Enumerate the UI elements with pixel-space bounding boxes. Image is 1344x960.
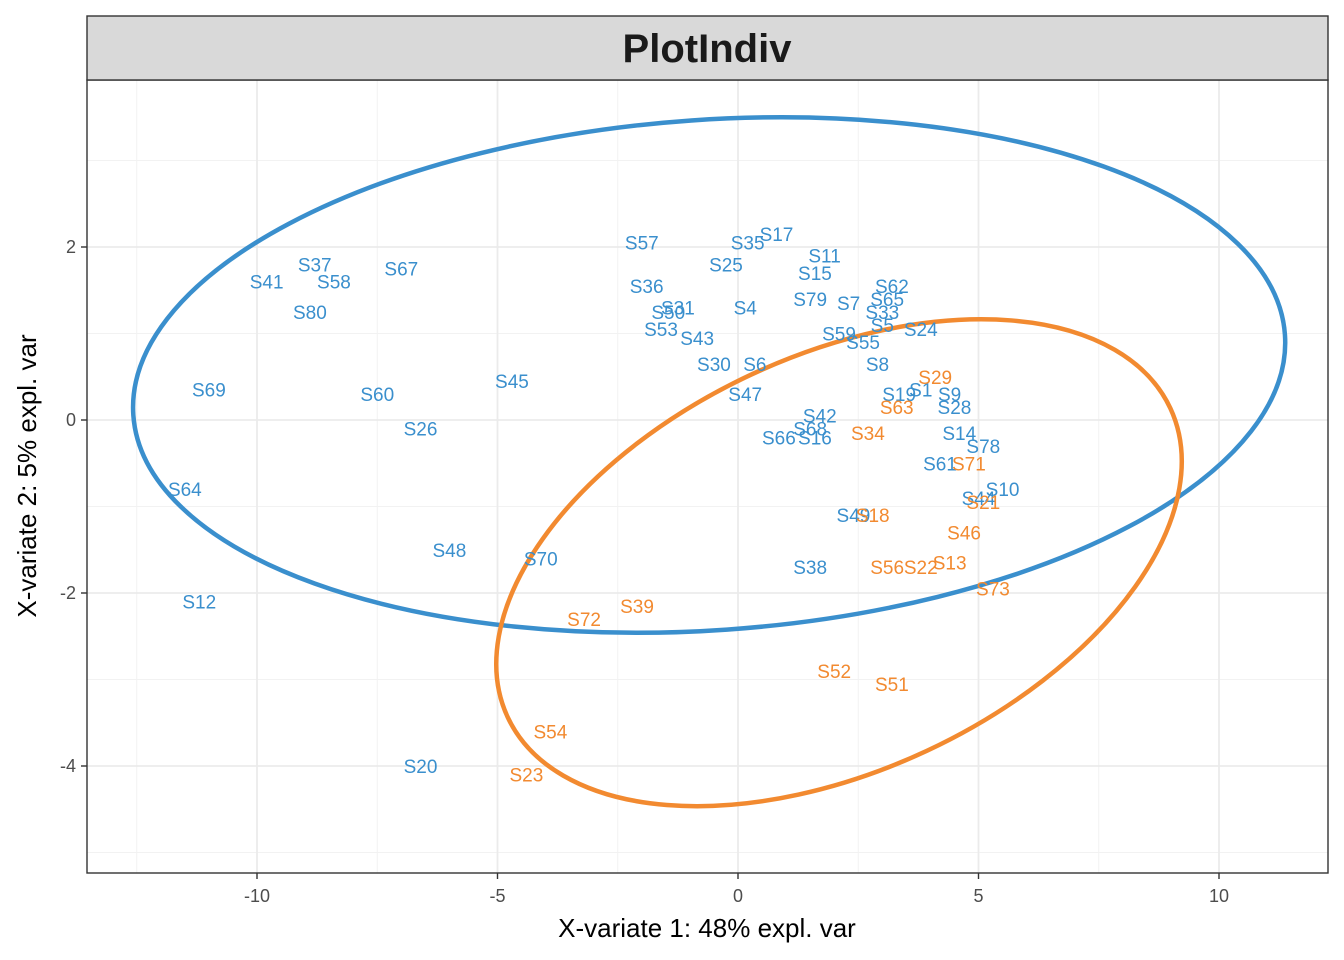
sample-label-S6: S6 <box>743 355 766 376</box>
sample-label-S14: S14 <box>942 424 976 445</box>
confidence-ellipse-group1 <box>130 115 1288 635</box>
sample-label-S73: S73 <box>976 580 1010 601</box>
y-tick-label: -2 <box>60 583 76 603</box>
confidence-ellipse-group2 <box>494 317 1184 809</box>
sample-label-S69: S69 <box>192 381 226 402</box>
y-tick-label: 2 <box>66 237 76 257</box>
sample-label-S44: S44 <box>962 489 996 510</box>
x-tick-label: 10 <box>1209 886 1229 906</box>
sample-label-S79: S79 <box>793 290 827 311</box>
sample-label-S49: S49 <box>837 506 871 527</box>
minor-gridlines <box>87 80 1328 873</box>
sample-label-S66: S66 <box>762 428 796 449</box>
sample-label-S61: S61 <box>923 454 957 475</box>
sample-label-S26: S26 <box>404 420 438 441</box>
sample-label-S42: S42 <box>803 407 837 428</box>
sample-label-S67: S67 <box>384 260 418 281</box>
sample-label-S47: S47 <box>728 385 762 406</box>
sample-label-S45: S45 <box>495 372 529 393</box>
title-strip <box>86 15 1329 81</box>
confidence-ellipses <box>130 115 1288 809</box>
x-tick-label: -5 <box>489 886 505 906</box>
sample-label-S60: S60 <box>360 385 394 406</box>
sample-label-S48: S48 <box>432 541 466 562</box>
sample-label-S38: S38 <box>793 558 827 579</box>
sample-label-S23: S23 <box>509 766 543 787</box>
sample-label-S54: S54 <box>534 722 568 743</box>
sample-label-S31: S31 <box>661 299 695 320</box>
major-gridlines <box>87 80 1328 873</box>
sample-label-S9: S9 <box>938 385 961 406</box>
sample-label-S53: S53 <box>644 320 678 341</box>
sample-label-S5: S5 <box>871 316 894 337</box>
sample-label-S58: S58 <box>317 273 351 294</box>
y-axis-title: X-variate 2: 5% expl. var <box>12 334 42 618</box>
sample-label-S63: S63 <box>880 398 914 419</box>
sample-label-S78: S78 <box>966 437 1000 458</box>
panel-background <box>87 80 1328 873</box>
sample-label-S13: S13 <box>933 554 967 575</box>
sample-label-S52: S52 <box>817 662 851 683</box>
sample-label-S56: S56 <box>870 558 904 579</box>
sample-label-S28: S28 <box>938 398 972 419</box>
y-tick-label: -4 <box>60 756 76 776</box>
sample-label-S25: S25 <box>709 255 743 276</box>
x-tick-label: 0 <box>733 886 743 906</box>
y-tick-label: 0 <box>66 410 76 430</box>
sample-label-S70: S70 <box>524 549 558 570</box>
sample-label-S16: S16 <box>798 428 832 449</box>
sample-label-S80: S80 <box>293 303 327 324</box>
sample-label-S29: S29 <box>918 368 952 389</box>
sample-labels: S17 S57 S35 S11 S25 S37 S67 S15 S41 S58 S36 S62 S79 S… <box>168 225 1020 787</box>
sample-label-S21: S21 <box>966 493 1000 514</box>
chart-title: PlotIndiv <box>623 27 793 71</box>
sample-label-S17: S17 <box>760 225 794 246</box>
sample-label-S34: S34 <box>851 424 885 445</box>
sample-label-S64: S64 <box>168 480 202 501</box>
sample-label-S22: S22 <box>904 558 938 579</box>
y-axis-ticks: -4 -2 0 2 <box>60 237 87 776</box>
sample-label-S62: S62 <box>875 277 909 298</box>
sample-label-S46: S46 <box>947 523 981 544</box>
sample-label-S41: S41 <box>250 273 284 294</box>
x-tick-label: -10 <box>244 886 270 906</box>
sample-label-S35: S35 <box>731 234 765 255</box>
sample-label-S59: S59 <box>822 325 856 346</box>
sample-label-S36: S36 <box>630 277 664 298</box>
sample-label-S71: S71 <box>952 454 986 475</box>
x-tick-label: 5 <box>973 886 983 906</box>
sample-label-S8: S8 <box>866 355 889 376</box>
sample-label-S33: S33 <box>865 303 899 324</box>
sample-label-S15: S15 <box>798 264 832 285</box>
sample-label-S30: S30 <box>697 355 731 376</box>
sample-label-S65: S65 <box>870 290 904 311</box>
sample-label-S51: S51 <box>875 675 909 696</box>
sample-label-S12: S12 <box>182 593 216 614</box>
sample-label-S11: S11 <box>808 247 840 268</box>
sample-label-S19: S19 <box>882 385 916 406</box>
sample-label-S7: S7 <box>837 294 860 315</box>
sample-label-S39: S39 <box>620 597 654 618</box>
sample-label-S68: S68 <box>793 420 827 441</box>
sample-label-S37: S37 <box>298 255 332 276</box>
sample-label-S50: S50 <box>651 303 685 324</box>
sample-label-S18: S18 <box>856 506 890 527</box>
sample-label-S1: S1 <box>909 381 932 402</box>
x-axis-ticks: -10 -5 0 5 10 <box>244 873 1229 906</box>
sample-label-S24: S24 <box>904 320 938 341</box>
sample-label-S20: S20 <box>404 757 438 778</box>
sample-label-S57: S57 <box>625 234 659 255</box>
sample-label-S10: S10 <box>986 480 1020 501</box>
sample-label-S43: S43 <box>680 329 714 350</box>
sample-label-S4: S4 <box>734 299 758 320</box>
x-axis-title: X-variate 1: 48% expl. var <box>558 913 856 943</box>
sample-label-S72: S72 <box>567 610 601 631</box>
sample-label-S55: S55 <box>846 333 880 354</box>
